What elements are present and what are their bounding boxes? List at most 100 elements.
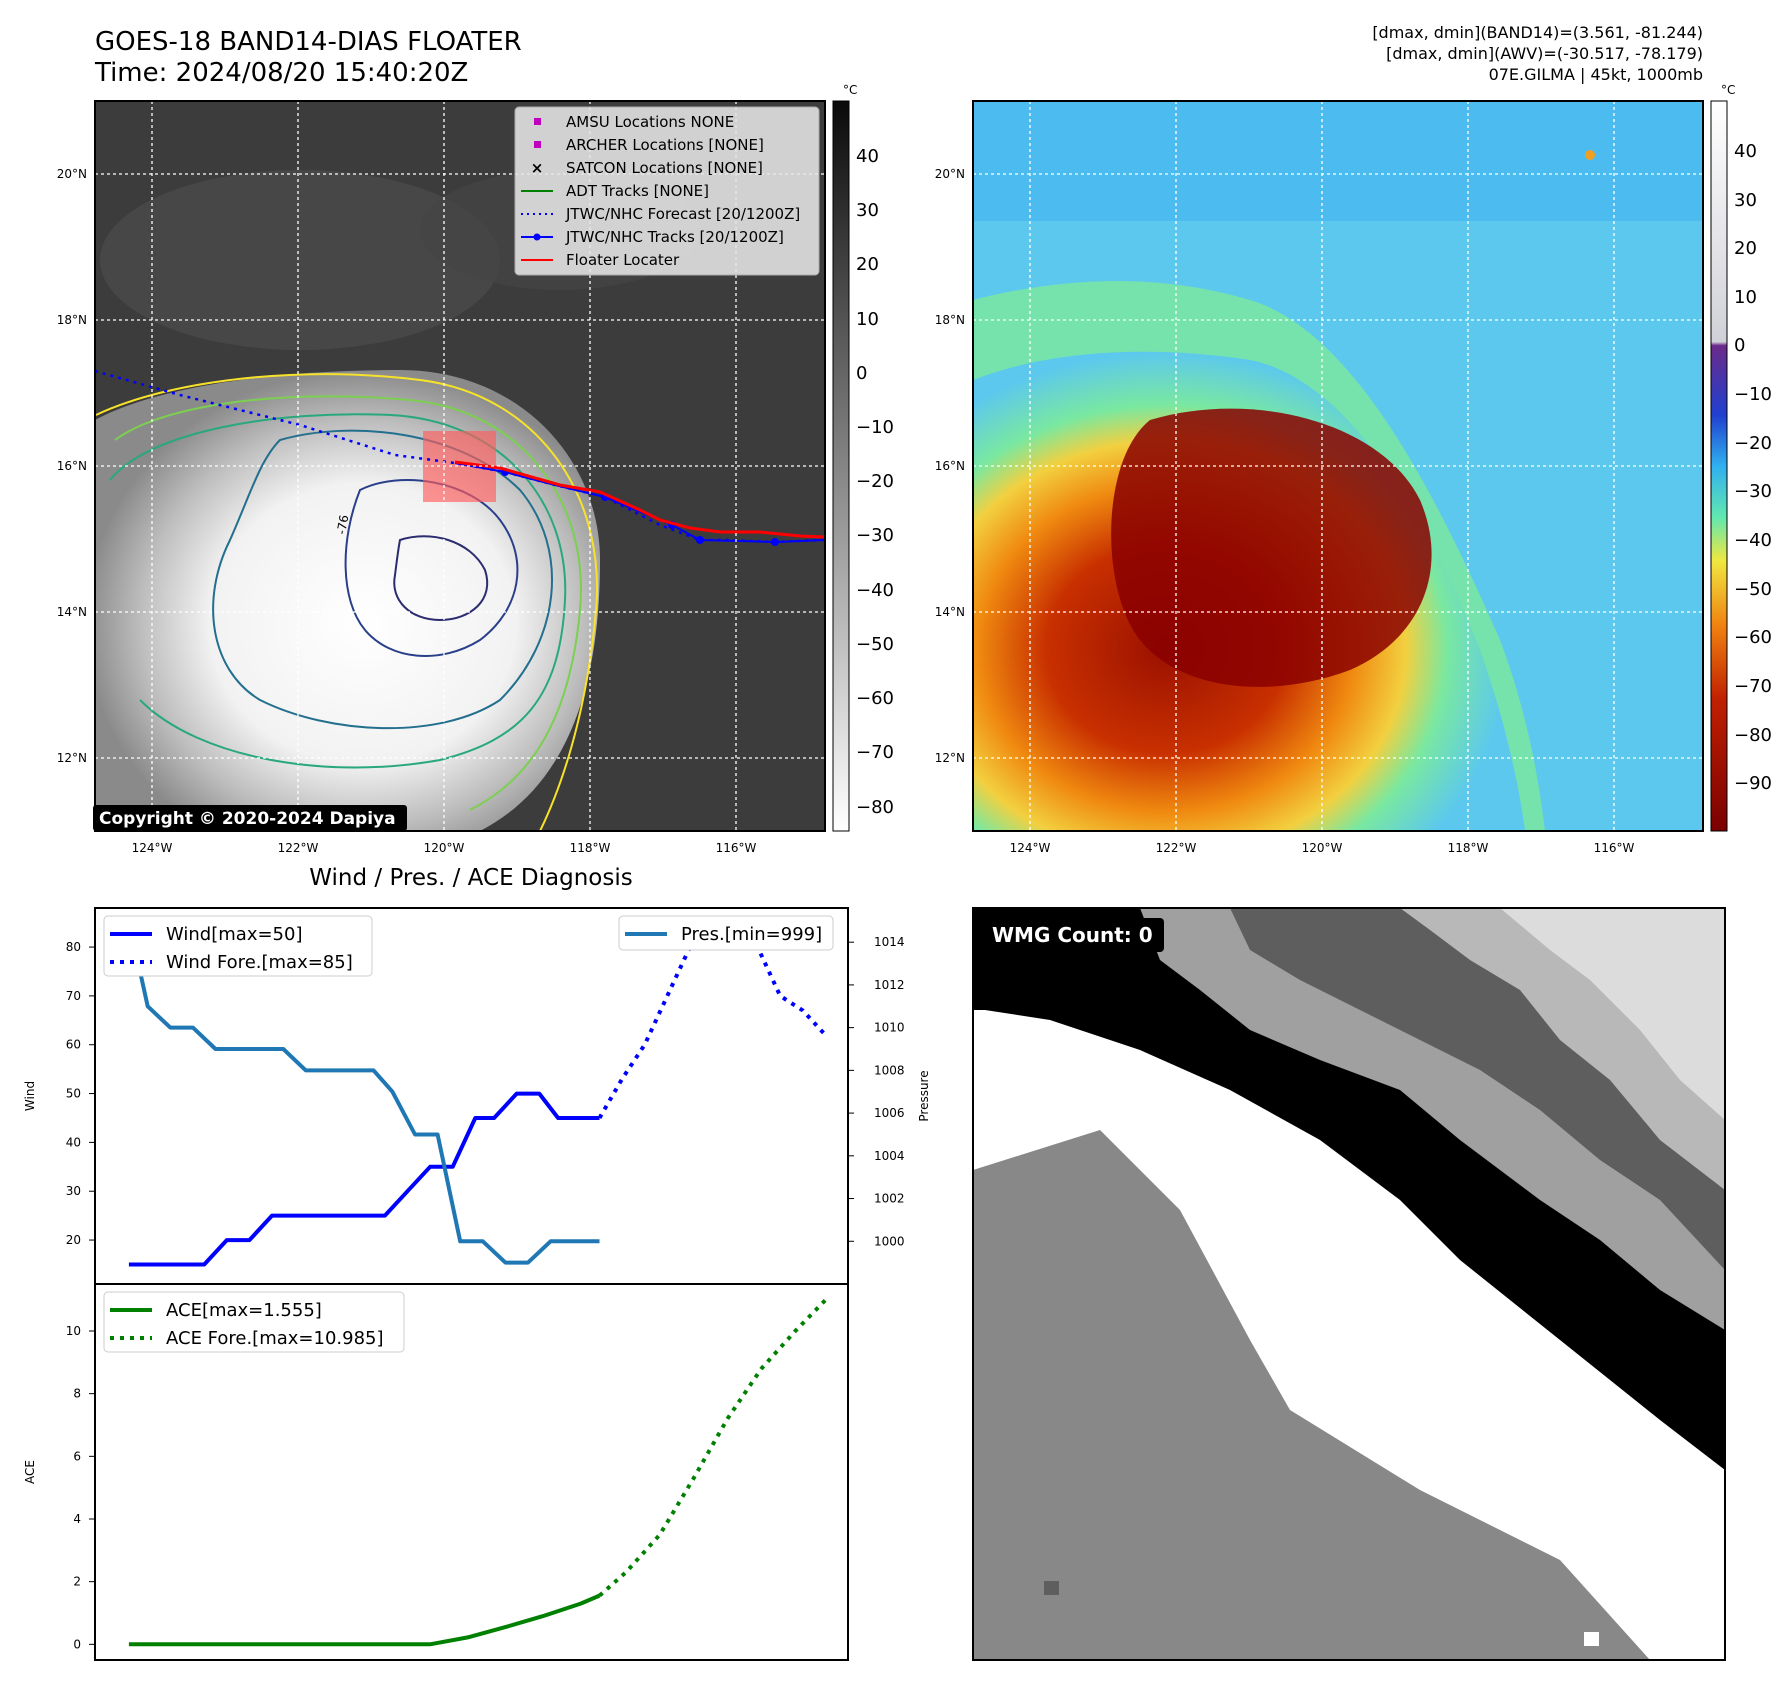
legend-item: JTWC/NHC Forecast [20/1200Z] [565,205,800,223]
wind-tick-label: 80 [66,940,81,954]
cb2-tick: −30 [1734,481,1772,502]
awv-lon-labels: 124°W 122°W 120°W 118°W 116°W [1010,841,1635,855]
cb1-tick: −50 [856,634,894,655]
wind-tick-label: 20 [66,1233,81,1247]
ace-lines [128,1298,827,1647]
lon-label: 116°W [1594,841,1635,855]
cb2-tick: −10 [1734,384,1772,405]
map-legend: AMSU Locations NONE ARCHER Locations [NO… [514,106,820,276]
pressure-tick-label: 1002 [874,1192,905,1206]
cb2-ticks: 40 30 20 10 0 −10 −20 −30 −40 −50 −60 −7… [1734,141,1772,794]
wind-legend-box [103,915,373,977]
ir-lon-labels: 124°W 122°W 120°W 118°W 116°W [132,841,757,855]
pressure-tick-label: 1014 [874,935,905,949]
wind-forecast-line [597,920,827,1120]
cb2-tick: −70 [1734,676,1772,697]
amsu-marker-icon [534,118,541,125]
archer-marker-icon [534,141,541,148]
dmax-band14: [dmax, dmin](BAND14)=(3.561, -81.244) [1372,23,1703,42]
wmg-panel: WMG Count: 0 [972,907,1726,1661]
wind-fore-legend-label: Wind Fore.[max=85] [166,952,353,973]
lat-label: 18°N [935,313,965,327]
wind-tick-label: 30 [66,1184,81,1198]
wind-axis-label: Wind [23,1081,37,1111]
wmg-frame [972,907,1726,1661]
lon-label: 124°W [1010,841,1051,855]
diagnosis-title: Wind / Pres. / ACE Diagnosis [309,865,632,891]
legend-item: ARCHER Locations [NONE] [566,136,764,154]
cb1-tick: −60 [856,688,894,709]
cb1-tick: −30 [856,525,894,546]
pressure-tick-label: 1008 [874,1063,905,1077]
cb2-tick: −80 [1734,725,1772,746]
wind-tick-label: 70 [66,989,81,1003]
contour-green [114,395,582,811]
awv-upper-band [973,101,1703,221]
cb1-tick: −10 [856,417,894,438]
pressure-legend: Pres.[min=999] [618,915,834,951]
pressure-legend-box [618,915,834,951]
best-track [454,462,825,544]
ace-axis-label: ACE [23,1460,37,1484]
lat-label: 20°N [935,167,965,181]
cb1-tick: 40 [856,146,879,167]
wind-y-ticks: 80 70 60 50 40 30 20 [66,940,95,1247]
satcon-x-icon: × [531,159,544,177]
cb2-unit: °C [1721,83,1735,97]
wmg-pixel [1584,1632,1599,1646]
cb2-tick: −40 [1734,530,1772,551]
ace-fore-legend-label: ACE Fore.[max=10.985] [166,1328,384,1349]
track-point-icon [533,233,541,241]
ir-map-panel: -76 20°N 18°N 16°N 14°N 12°N 124°W 122°W… [57,100,826,855]
pressure-tick-label: 1012 [874,978,905,992]
awv-colorbar: °C 40 30 20 10 0 −10 −20 −30 −40 −50 −60… [1710,83,1772,832]
wind-line [128,1091,600,1267]
cb1-tick: −70 [856,742,894,763]
cb1-tick: 10 [856,309,879,330]
cb2-tick: −50 [1734,579,1772,600]
pressure-tick-label: 1006 [874,1106,905,1120]
legend-item: JTWC/NHC Tracks [20/1200Z] [565,228,784,246]
ace-tick-label: 6 [73,1449,81,1463]
lon-label: 124°W [132,841,173,855]
wmg-pixel [1044,1581,1059,1595]
cb2-tick: 0 [1734,335,1745,356]
legend-item: SATCON Locations [NONE] [566,159,763,177]
lon-label: 118°W [1448,841,1489,855]
ace-tick-label: 2 [73,1575,81,1589]
pressure-line [126,920,600,1265]
ir-cloud-patch [100,170,500,350]
pressure-legend-label: Pres.[min=999] [681,924,822,945]
awv-core [1111,408,1432,687]
contour-teal [109,413,567,769]
pressure-axis-label: Pressure [917,1070,931,1121]
contour-label: -76 [334,514,351,536]
awv-map-panel: 20°N 18°N 16°N 14°N 12°N 124°W 122°W 120… [935,100,1704,855]
lat-label: 16°N [935,459,965,473]
ace-tick-label: 10 [66,1324,81,1338]
cb1-bar [832,100,850,832]
cb2-bar [1710,100,1728,832]
ace-legend-box [103,1291,405,1353]
lon-label: 120°W [424,841,465,855]
lon-label: 122°W [1156,841,1197,855]
ace-legend-label: ACE[max=1.555] [166,1300,322,1321]
dmax-awv: [dmax, dmin](AWV)=(-30.517, -78.179) [1386,44,1703,63]
ace-line [128,1593,601,1647]
cb1-tick: 0 [856,363,867,384]
ace-legend: ACE[max=1.555] ACE Fore.[max=10.985] [103,1291,405,1353]
ace-tick-label: 8 [73,1387,81,1401]
cb2-tick: 10 [1734,287,1757,308]
cb2-tick: 30 [1734,190,1757,211]
figure-time: Time: 2024/08/20 15:40:20Z [94,58,468,88]
ir-lat-labels: 20°N 18°N 16°N 14°N 12°N [57,167,87,765]
wind-legend: Wind[max=50] Wind Fore.[max=85] [103,915,373,977]
ace-tick-label: 4 [73,1512,81,1526]
lon-label: 120°W [1302,841,1343,855]
legend-item: Floater Locater [566,251,680,269]
cb2-tick: 20 [1734,238,1757,259]
awv-lat-labels: 20°N 18°N 16°N 14°N 12°N [935,167,965,765]
pressure-tick-label: 1004 [874,1149,905,1163]
lat-label: 20°N [57,167,87,181]
